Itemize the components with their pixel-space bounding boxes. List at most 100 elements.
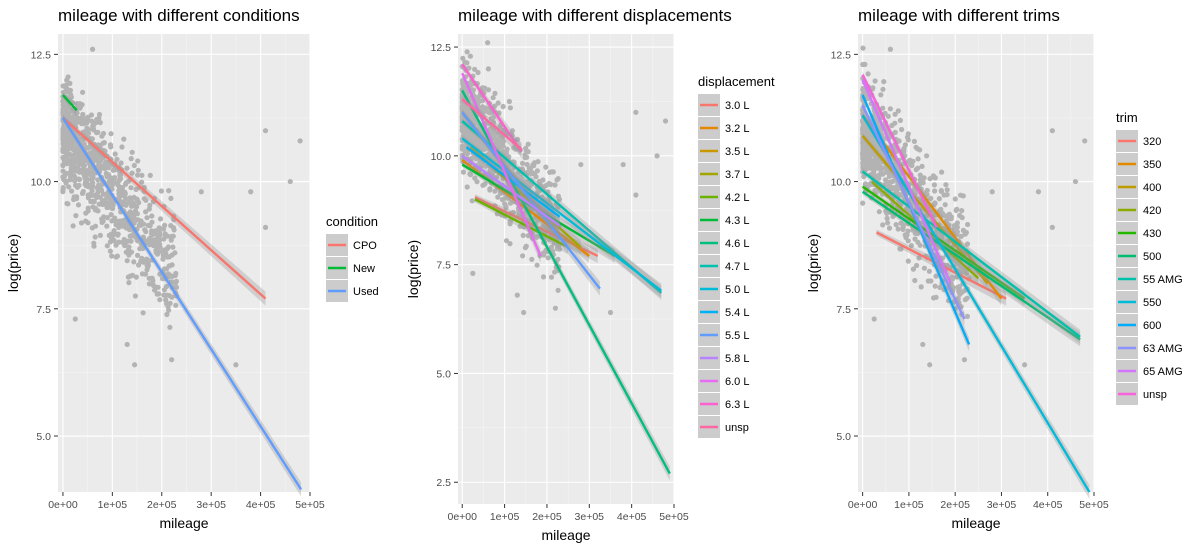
legend-label: 4.2 L bbox=[725, 192, 749, 204]
legend-label: 320 bbox=[1143, 136, 1161, 148]
legend-label: unsp bbox=[725, 422, 749, 434]
legend-label: 3.2 L bbox=[725, 123, 749, 135]
x-axis-title: mileage bbox=[951, 515, 1000, 531]
outlier-point bbox=[607, 309, 614, 316]
legend-label: 5.8 L bbox=[725, 353, 749, 365]
outlier-point bbox=[887, 46, 893, 52]
x-tick-label: 3e+05 bbox=[987, 499, 1017, 511]
outlier-point bbox=[654, 153, 660, 159]
outlier-point bbox=[927, 362, 933, 368]
x-tick-label: 2e+05 bbox=[532, 511, 562, 523]
outlier-point bbox=[169, 357, 175, 363]
legend-title: trim bbox=[1116, 110, 1138, 125]
x-tick-label: 0e+00 bbox=[447, 511, 477, 523]
y-tick-label: 12.5 bbox=[31, 49, 52, 61]
y-tick-label: 10.0 bbox=[831, 177, 852, 189]
legend-label: 3.0 L bbox=[725, 100, 749, 112]
y-tick-label: 12.5 bbox=[431, 42, 452, 54]
x-tick-label: 5e+05 bbox=[295, 499, 325, 511]
outlier-point bbox=[521, 309, 527, 316]
series-line-cpo bbox=[62, 117, 267, 300]
x-tick-label: 4e+05 bbox=[1033, 499, 1063, 511]
chart-title: mileage with different displacements bbox=[458, 6, 732, 25]
y-tick-label: 10.0 bbox=[431, 151, 452, 163]
y-axis-title: log(price) bbox=[805, 234, 821, 292]
legend-title: condition bbox=[326, 214, 378, 229]
legend: displacement 3.0 L 3.2 L 3.5 L 3.7 L 4.2 L 4.3… bbox=[698, 74, 775, 438]
outlier-point bbox=[1021, 362, 1028, 368]
observation-cloud bbox=[60, 46, 303, 368]
y-tick-label: 5.0 bbox=[836, 431, 851, 443]
x-tick-label: 2e+05 bbox=[940, 499, 970, 511]
outlier-point bbox=[131, 362, 138, 368]
series-line-55-amg bbox=[861, 170, 1081, 338]
outlier-point bbox=[89, 46, 96, 52]
x-tick-label: 1e+05 bbox=[490, 511, 520, 523]
y-tick-label: 7.5 bbox=[36, 304, 51, 316]
y-axis-title: log(price) bbox=[5, 234, 21, 292]
series-line-unsp bbox=[461, 98, 523, 151]
legend-label: 5.5 L bbox=[725, 330, 749, 342]
outlier-point bbox=[262, 224, 269, 230]
outlier-point bbox=[1082, 138, 1088, 144]
x-tick-label: 4e+05 bbox=[246, 499, 276, 511]
y-tick-label: 2.5 bbox=[436, 477, 451, 489]
outlier-point bbox=[72, 316, 78, 322]
chart-title: mileage with different conditions bbox=[58, 6, 300, 25]
legend-label: 5.4 L bbox=[725, 307, 749, 319]
legend-label: 3.7 L bbox=[725, 169, 749, 181]
y-tick-label: 10.0 bbox=[31, 177, 52, 189]
outlier-point bbox=[989, 189, 995, 195]
legend-label: New bbox=[353, 263, 375, 275]
outlier-point bbox=[248, 189, 254, 195]
y-axis-title: log(price) bbox=[405, 240, 421, 298]
outlier-point bbox=[1072, 178, 1079, 185]
y-tick-label: 7.5 bbox=[836, 304, 851, 316]
y-tick-label: 5.0 bbox=[36, 431, 51, 443]
outlier-point bbox=[262, 128, 269, 134]
legend-label: 550 bbox=[1143, 297, 1161, 309]
y-tick-label: 7.5 bbox=[436, 260, 451, 272]
legend-label: CPO bbox=[353, 240, 377, 252]
outlier-point bbox=[470, 270, 476, 276]
legend-label: 4.7 L bbox=[725, 261, 749, 273]
legend: trim 320 350 400 420 430 500 55 AMG 550 600 63 AMG… bbox=[1116, 110, 1183, 405]
x-axis-title: mileage bbox=[159, 515, 208, 531]
legend-label: 55 AMG bbox=[1143, 274, 1183, 286]
x-tick-label: 0e+00 bbox=[48, 499, 78, 511]
series-line-used bbox=[61, 117, 303, 491]
legend-label: 430 bbox=[1143, 228, 1161, 240]
legend-label: 350 bbox=[1143, 159, 1161, 171]
outlier-point bbox=[620, 161, 626, 168]
plot-background bbox=[58, 34, 310, 492]
x-tick-label: 1e+05 bbox=[894, 499, 924, 511]
outlier-point bbox=[233, 362, 239, 368]
outlier-point bbox=[485, 40, 491, 46]
y-tick-label: 5.0 bbox=[436, 368, 451, 380]
outlier-point bbox=[297, 138, 303, 144]
legend-label: 3.5 L bbox=[725, 146, 749, 158]
chart-title: mileage with different trims bbox=[858, 6, 1060, 25]
x-tick-label: 3e+05 bbox=[196, 499, 226, 511]
outlier-point bbox=[871, 316, 877, 322]
x-tick-label: 3e+05 bbox=[575, 511, 605, 523]
legend-label: 6.0 L bbox=[725, 376, 749, 388]
series-line-unsp bbox=[861, 74, 938, 228]
series-line-5.8-l bbox=[461, 154, 561, 227]
outlier-point bbox=[198, 189, 204, 195]
legend-label: 420 bbox=[1143, 205, 1161, 217]
x-tick-label: 5e+05 bbox=[659, 511, 689, 523]
chart-panel-2: 0e+00 1e+05 2e+05 3e+05 4e+05 5e+05 2.5 5.0 7.5 1… bbox=[405, 6, 775, 543]
outlier-point bbox=[124, 341, 130, 348]
legend-label: 65 AMG bbox=[1143, 366, 1183, 378]
series-line-63-amg bbox=[861, 104, 966, 320]
series-line-6.0-l bbox=[461, 72, 542, 257]
chart-panel-1: 0e+00 1e+05 2e+05 3e+05 4e+05 5e+05 5.0 7.5 10.0… bbox=[5, 6, 379, 531]
x-axis-title: mileage bbox=[541, 527, 590, 543]
x-tick-label: 4e+05 bbox=[617, 511, 647, 523]
outlier-point bbox=[633, 192, 639, 198]
outlier-point bbox=[662, 118, 669, 124]
series-line-5.4-l bbox=[465, 146, 561, 218]
chart-panel-3: 0e+00 1e+05 2e+05 3e+05 4e+05 5e+05 5.0 7.5 10.0… bbox=[805, 6, 1183, 531]
